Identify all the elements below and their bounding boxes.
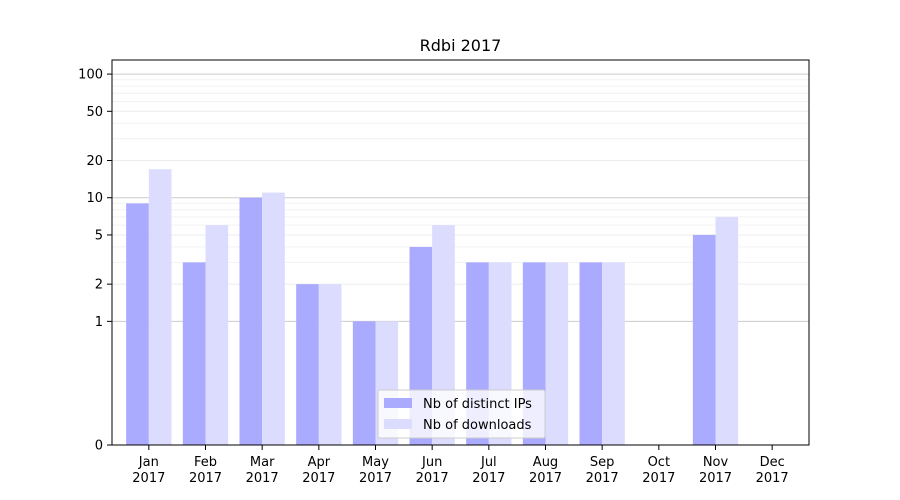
y-tick-label: 50 <box>86 105 103 120</box>
x-tick-label: Oct 2017 <box>642 455 675 486</box>
y-tick-label: 10 <box>86 191 103 206</box>
y-tick-label: 100 <box>78 68 103 83</box>
legend-swatch-distinct-ips <box>384 398 412 408</box>
x-tick-label: Mar 2017 <box>246 455 279 486</box>
grid-lines <box>112 73 809 322</box>
x-tick-label: Apr 2017 <box>302 455 335 486</box>
y-tick-label: 2 <box>95 278 103 293</box>
bar-downloads-7 <box>545 262 569 445</box>
bar-distinct-ips-3 <box>296 284 319 445</box>
x-tick-label: Jun 2017 <box>416 455 449 486</box>
bar-distinct-ips-8 <box>579 262 603 445</box>
bar-distinct-ips-4 <box>352 321 376 445</box>
x-tick-label: May 2017 <box>359 455 392 486</box>
bar-distinct-ips-0 <box>126 203 149 445</box>
chart-title: Rdbi 2017 <box>420 36 502 55</box>
y-tick-label: 20 <box>86 154 103 169</box>
x-tick-label: Jul 2017 <box>472 455 505 486</box>
x-tick-label: Jan 2017 <box>132 455 165 486</box>
bar-distinct-ips-1 <box>182 262 206 445</box>
y-tick-label: 1 <box>95 315 103 330</box>
x-tick-label: Dec 2017 <box>756 455 789 486</box>
legend-box <box>377 389 546 439</box>
bar-distinct-ips-2 <box>239 197 263 445</box>
bar-downloads-8 <box>602 262 625 445</box>
axis-ticks: 0 1 2 5 10 20 50 100 Jan 2017 Feb 2017 Mar 2017 Apr 201… <box>78 68 789 486</box>
plot-frame <box>111 59 810 446</box>
legend-label-downloads: Nb of downloads <box>423 418 532 433</box>
bar-downloads-10 <box>715 216 739 445</box>
bar-distinct-ips-10 <box>692 234 716 445</box>
x-tick-label: Sep 2017 <box>586 455 619 486</box>
bar-downloads-1 <box>205 225 229 445</box>
x-tick-label: Aug 2017 <box>529 455 562 486</box>
legend-swatch-downloads <box>384 419 412 429</box>
y-tick-label: 5 <box>95 228 103 243</box>
bar-downloads-2 <box>262 192 285 445</box>
y-tick-label: 0 <box>95 439 103 454</box>
legend: Nb of distinct IPs Nb of downloads <box>377 389 546 439</box>
x-tick-label: Feb 2017 <box>189 455 222 486</box>
bar-downloads-3 <box>318 284 342 445</box>
bar-downloads-0 <box>148 169 172 445</box>
legend-label-distinct-ips: Nb of distinct IPs <box>423 397 532 412</box>
x-tick-label: Nov 2017 <box>699 455 732 486</box>
